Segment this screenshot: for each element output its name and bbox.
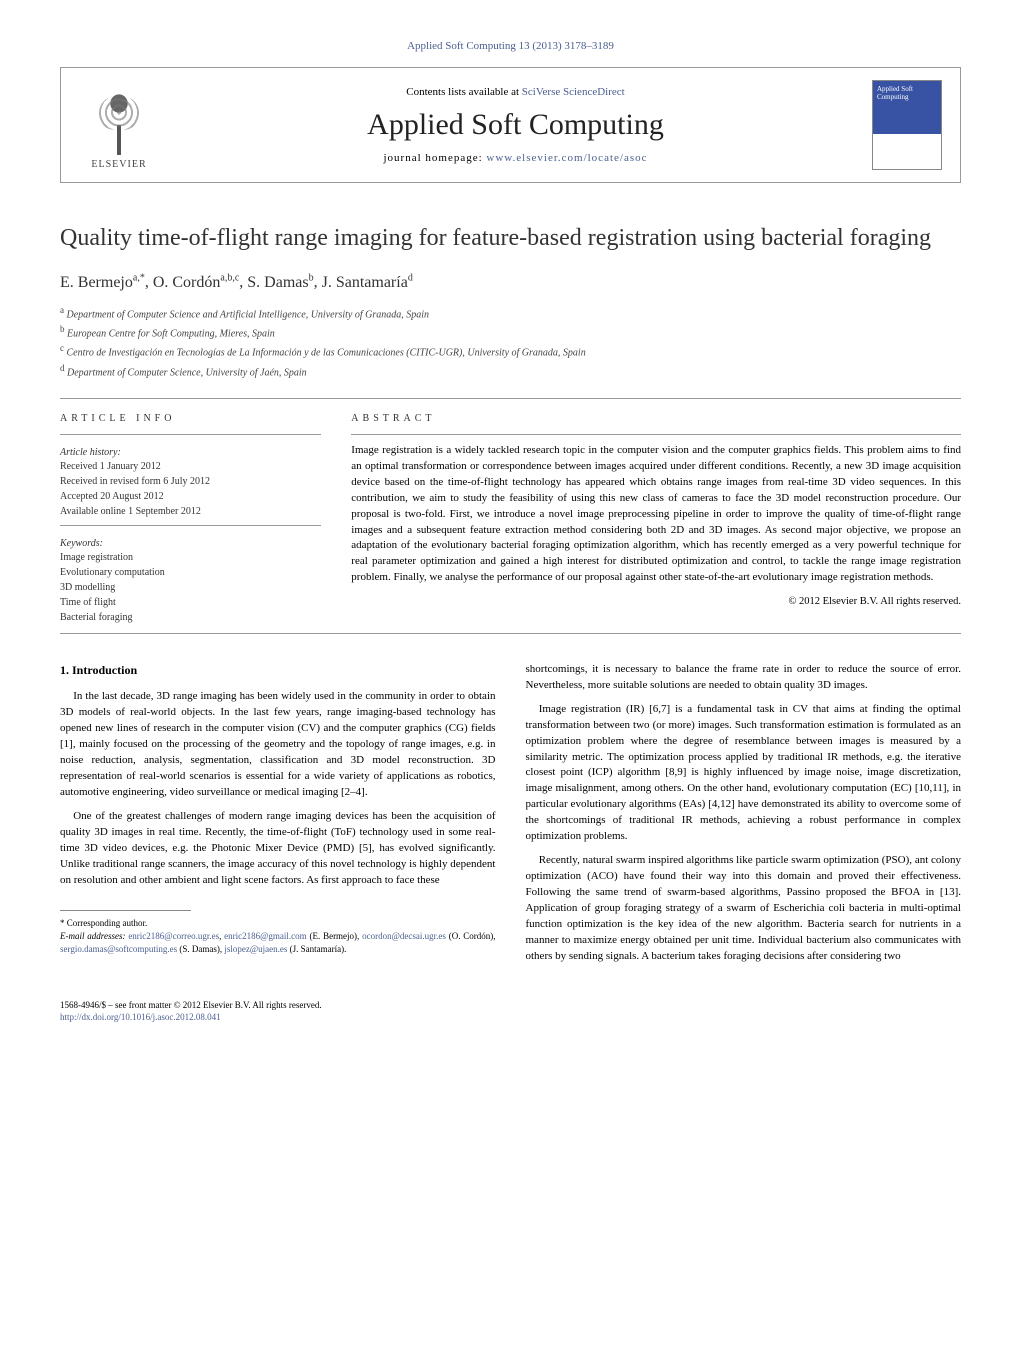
author-email-link[interactable]: enric2186@gmail.com <box>224 931 307 941</box>
author: J. Santamaríad <box>322 274 413 291</box>
abstract-column: ABSTRACT Image registration is a widely … <box>351 413 961 625</box>
author-email-link[interactable]: sergio.damas@softcomputing.es <box>60 944 177 954</box>
author-list: E. Bermejoa,*, O. Cordóna,b,c, S. Damasb… <box>60 272 961 291</box>
divider <box>60 633 961 634</box>
article-info-heading: ARTICLE INFO <box>60 413 321 424</box>
body-column-left: 1. Introduction In the last decade, 3D r… <box>60 662 496 973</box>
affiliation: a Department of Computer Science and Art… <box>60 304 961 322</box>
contents-available-line: Contents lists available at SciVerse Sci… <box>159 86 872 98</box>
issn-copyright-line: 1568-4946/$ – see front matter © 2012 El… <box>60 999 961 1012</box>
email-label: E-mail addresses: <box>60 931 125 941</box>
homepage-prefix: journal homepage: <box>384 152 487 164</box>
elsevier-tree-icon <box>89 90 149 155</box>
footnote-rule <box>60 910 191 911</box>
journal-homepage-line: journal homepage: www.elsevier.com/locat… <box>159 152 872 164</box>
journal-title: Applied Soft Computing <box>159 108 872 142</box>
contents-prefix: Contents lists available at <box>406 86 521 98</box>
sciencedirect-link[interactable]: SciVerse ScienceDirect <box>522 86 625 98</box>
info-abstract-row: ARTICLE INFO Article history: Received 1… <box>60 413 961 625</box>
body-columns: 1. Introduction In the last decade, 3D r… <box>60 662 961 973</box>
cover-title-text: Applied Soft Computing <box>877 85 913 101</box>
keyword: Image registration <box>60 550 321 565</box>
author: E. Bermejoa,* <box>60 274 145 291</box>
article-info-column: ARTICLE INFO Article history: Received 1… <box>60 413 321 625</box>
body-paragraph: shortcomings, it is necessary to balance… <box>526 662 962 694</box>
body-paragraph: In the last decade, 3D range imaging has… <box>60 689 496 801</box>
abstract-heading: ABSTRACT <box>351 413 961 424</box>
keyword: Evolutionary computation <box>60 565 321 580</box>
author-email-link[interactable]: jslopez@ujaen.es <box>224 944 287 954</box>
history-line: Received 1 January 2012 <box>60 459 321 474</box>
keyword: Time of flight <box>60 595 321 610</box>
body-paragraph: Recently, natural swarm inspired algorit… <box>526 853 962 965</box>
footnotes: * Corresponding author. E-mail addresses… <box>60 917 496 955</box>
header-center: Contents lists available at SciVerse Sci… <box>159 86 872 164</box>
section-heading: 1. Introduction <box>60 662 496 679</box>
publisher-name: ELSEVIER <box>91 159 146 170</box>
body-column-right: shortcomings, it is necessary to balance… <box>526 662 962 973</box>
front-matter-footer: 1568-4946/$ – see front matter © 2012 El… <box>60 999 961 1024</box>
author-email-link[interactable]: ocordon@decsai.ugr.es <box>362 931 446 941</box>
affiliation: d Department of Computer Science, Univer… <box>60 362 961 380</box>
body-paragraph: Image registration (IR) [6,7] is a funda… <box>526 702 962 845</box>
keywords-block: Keywords: Image registration Evolutionar… <box>60 525 321 625</box>
author: S. Damasb <box>247 274 313 291</box>
history-line: Received in revised form 6 July 2012 <box>60 474 321 489</box>
keyword: Bacterial foraging <box>60 610 321 625</box>
divider <box>60 398 961 399</box>
history-label: Article history: <box>60 447 321 458</box>
keyword: 3D modelling <box>60 580 321 595</box>
corresponding-author-note: * Corresponding author. <box>60 917 496 930</box>
author-email-link[interactable]: enric2186@correo.ugr.es <box>128 931 219 941</box>
article-title: Quality time-of-flight range imaging for… <box>60 223 961 254</box>
affiliation: c Centro de Investigación en Tecnologías… <box>60 342 961 360</box>
journal-homepage-link[interactable]: www.elsevier.com/locate/asoc <box>486 152 647 164</box>
keywords-label: Keywords: <box>60 538 321 549</box>
abstract-text: Image registration is a widely tackled r… <box>351 434 961 586</box>
publisher-logo: ELSEVIER <box>79 80 159 170</box>
body-paragraph: One of the greatest challenges of modern… <box>60 809 496 889</box>
journal-header-box: ELSEVIER Contents lists available at Sci… <box>60 67 961 183</box>
history-line: Accepted 20 August 2012 <box>60 489 321 504</box>
email-addresses-line: E-mail addresses: enric2186@correo.ugr.e… <box>60 930 496 955</box>
journal-cover-thumbnail: Applied Soft Computing <box>872 80 942 170</box>
journal-citation: Applied Soft Computing 13 (2013) 3178–31… <box>60 40 961 52</box>
author: O. Cordóna,b,c <box>153 274 239 291</box>
affiliation: b European Centre for Soft Computing, Mi… <box>60 323 961 341</box>
doi-link[interactable]: http://dx.doi.org/10.1016/j.asoc.2012.08… <box>60 1012 221 1022</box>
article-history-block: Article history: Received 1 January 2012… <box>60 434 321 519</box>
affiliation-list: a Department of Computer Science and Art… <box>60 304 961 380</box>
abstract-copyright: © 2012 Elsevier B.V. All rights reserved… <box>351 596 961 607</box>
history-line: Available online 1 September 2012 <box>60 504 321 519</box>
